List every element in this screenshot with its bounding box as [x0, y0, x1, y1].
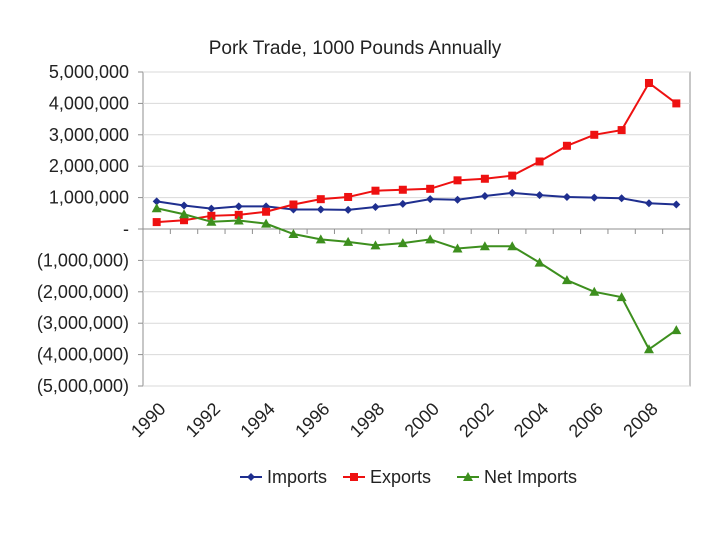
imports-point [562, 192, 571, 201]
y-tick-label: (5,000,000) [37, 376, 129, 396]
net-imports-point [643, 344, 654, 354]
y-tick-label: - [123, 219, 129, 239]
imports-point [453, 195, 462, 204]
imports-point [617, 194, 626, 203]
exports-point [316, 195, 325, 204]
legend-item-imports: Imports [240, 467, 327, 487]
legend-marker [247, 473, 255, 481]
imports-point [508, 188, 517, 197]
net-imports-point [671, 325, 682, 335]
imports-point [644, 199, 653, 208]
imports-point [535, 191, 544, 200]
exports-point [262, 207, 271, 216]
imports-point [207, 204, 216, 213]
exports-point [371, 186, 380, 195]
exports-point [289, 200, 298, 209]
y-tick-label: 4,000,000 [49, 93, 129, 113]
legend-item-exports: Exports [343, 467, 431, 487]
series-net-imports [151, 203, 682, 354]
series-imports [152, 188, 681, 214]
exports-point [590, 130, 599, 139]
y-tick-label: (1,000,000) [37, 250, 129, 270]
imports-point [344, 205, 353, 214]
chart-title: Pork Trade, 1000 Pounds Annually [209, 38, 502, 59]
exports-point [480, 174, 489, 183]
exports-point [562, 141, 571, 150]
imports-point [590, 193, 599, 202]
net-imports-point [425, 234, 436, 244]
net-imports-line [156, 207, 677, 351]
exports-line [156, 81, 677, 224]
imports-point [480, 192, 489, 201]
net-imports-point [315, 234, 326, 244]
imports-point [180, 201, 189, 210]
exports-point [508, 171, 517, 180]
legend-marker [350, 473, 358, 481]
net-imports-point [288, 229, 299, 239]
net-imports-point [452, 243, 463, 253]
imports-point [152, 197, 161, 206]
net-imports-point [397, 238, 408, 248]
series-layer [151, 78, 682, 354]
imports-point [234, 202, 243, 211]
net-imports-point [589, 286, 600, 296]
exports-point [398, 185, 407, 194]
exports-point [617, 126, 626, 135]
legend-label: Imports [267, 467, 327, 487]
exports-point [426, 184, 435, 193]
y-tick-label: 1,000,000 [49, 188, 129, 208]
imports-point [316, 205, 325, 214]
y-tick-label: (2,000,000) [37, 282, 129, 302]
exports-point [344, 192, 353, 201]
legend: Imports Exports Net Imports [240, 467, 577, 487]
net-imports-point [343, 236, 354, 246]
y-tick-label: (3,000,000) [37, 313, 129, 333]
net-imports-point [206, 216, 217, 226]
y-tick-label: 2,000,000 [49, 156, 129, 176]
exports-point [453, 176, 462, 185]
net-imports-point [233, 215, 244, 225]
legend-label: Exports [370, 467, 431, 487]
net-imports-point [534, 257, 545, 267]
imports-point [672, 200, 681, 209]
y-tick-label: (4,000,000) [37, 345, 129, 365]
legend-item-net-imports: Net Imports [457, 467, 577, 487]
imports-line [156, 191, 677, 211]
imports-point [426, 195, 435, 204]
net-imports-point [561, 275, 572, 285]
exports-point [207, 211, 216, 220]
exports-point [535, 157, 544, 166]
net-imports-point [179, 209, 190, 219]
series-exports [152, 78, 681, 227]
exports-point [234, 210, 243, 219]
legend-marker [463, 472, 473, 481]
exports-point [152, 218, 161, 227]
net-imports-point [616, 292, 627, 302]
net-imports-point [479, 241, 490, 251]
exports-point [180, 216, 189, 225]
net-imports-point [151, 203, 162, 213]
imports-point [398, 199, 407, 208]
y-tick-label: 5,000,000 [49, 62, 129, 82]
y-tick-label: 3,000,000 [49, 125, 129, 145]
net-imports-point [507, 241, 518, 251]
imports-point [371, 203, 380, 212]
exports-point [672, 99, 681, 108]
exports-point [644, 78, 653, 87]
net-imports-point [370, 240, 381, 250]
legend-label: Net Imports [484, 467, 577, 487]
net-imports-point [261, 218, 272, 228]
